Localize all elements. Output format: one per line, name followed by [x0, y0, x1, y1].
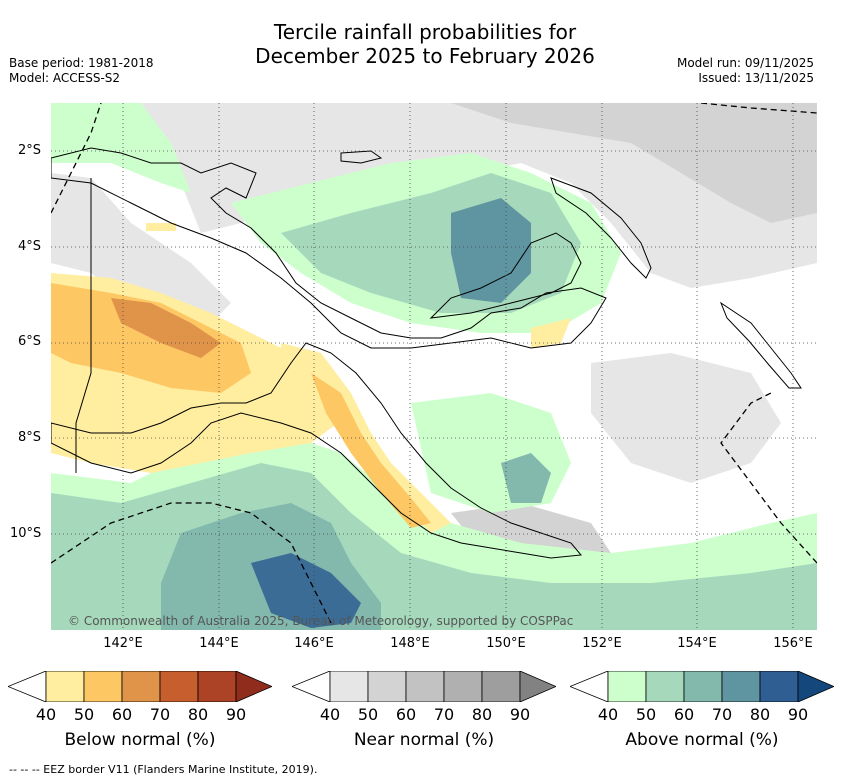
legend-above-swatch-2 [645, 670, 685, 703]
meta-left: Base period: 1981-2018 Model: ACCESS-S2 [9, 56, 154, 86]
lon-label-148e: 148°E [390, 636, 430, 651]
lon-label-144e: 144°E [199, 636, 239, 651]
legend-near-swatch-6 [519, 670, 558, 703]
base-period: Base period: 1981-2018 [9, 56, 154, 70]
legend-below-swatch-5 [197, 670, 237, 703]
legend-above-tick-40: 40 [597, 705, 619, 724]
legend-near-swatch-3 [405, 670, 445, 703]
legend-near-title: Near normal (%) [353, 730, 495, 750]
legend-near-swatch-2 [367, 670, 407, 703]
issued-date: Issued: 13/11/2025 [698, 71, 814, 85]
legend-near-swatch-1 [329, 670, 369, 703]
land-outline-new-ireland [550, 177, 652, 279]
near-normal-region-west [51, 173, 231, 333]
below-normal-region-coast-2 [311, 373, 431, 528]
legend-below-tick-70: 70 [149, 705, 171, 724]
land-outline-south-coast [51, 342, 582, 559]
legend-below-tick-80: 80 [187, 705, 209, 724]
above-normal-region-center-3 [451, 198, 531, 303]
legend-above-tick-90: 90 [787, 705, 809, 724]
legend-below-swatch-1 [45, 670, 85, 703]
probability-map [51, 103, 817, 630]
below-normal-region-east [531, 318, 571, 348]
eez-border-northeast [700, 103, 817, 114]
lat-label-2s: 2°S [18, 143, 42, 158]
legend-below-tick-50: 50 [73, 705, 95, 724]
legend-below-swatch-4 [159, 670, 199, 703]
lon-label-150e: 150°E [486, 636, 526, 651]
copyright-notice: © Commonwealth of Australia 2025, Bureau… [68, 614, 574, 628]
legend-near-swatch-4 [443, 670, 483, 703]
near-normal-region-east [591, 353, 781, 483]
legend-below-tick-40: 40 [35, 705, 57, 724]
legend-above-tick-50: 50 [635, 705, 657, 724]
legend-near-tick-80: 80 [471, 705, 493, 724]
legend-above-swatch-4 [721, 670, 761, 703]
land-outline-manus [340, 150, 383, 164]
map-title: Tercile rainfall probabilities for Decem… [0, 20, 850, 68]
border-line [75, 178, 92, 473]
legend-above-tick-70: 70 [711, 705, 733, 724]
legend-below-swatch-2 [83, 670, 123, 703]
above-normal-region-top-left [51, 103, 191, 193]
model-name: Model: ACCESS-S2 [9, 71, 121, 85]
legend-below-tick-60: 60 [111, 705, 133, 724]
below-normal-region-small [146, 223, 176, 231]
eez-border [51, 502, 332, 624]
model-run: Model run: 09/11/2025 [676, 56, 814, 70]
below-normal-region-west-3 [111, 298, 221, 358]
legend-below-normal [6, 670, 274, 703]
lon-label-142e: 142°E [103, 636, 143, 651]
title-line-2: December 2025 to February 2026 [255, 44, 595, 68]
legend-below-title: Below normal (%) [64, 730, 216, 750]
land-outline-solomon [719, 301, 802, 389]
land-outline-new-britain [429, 232, 582, 319]
legend-below-swatch-6 [235, 670, 274, 703]
legend-near-tick-70: 70 [433, 705, 455, 724]
legend-near-normal [290, 670, 558, 703]
lon-label-156e: 156°E [773, 636, 813, 651]
land-outline-new-guinea [51, 147, 607, 349]
legend-above-swatch-6 [797, 670, 836, 703]
lat-label-8s: 8°S [18, 430, 42, 445]
lon-label-146e: 146°E [294, 636, 334, 651]
legend-below-tick-90: 90 [225, 705, 247, 724]
lat-label-6s: 6°S [18, 334, 42, 349]
above-normal-region-mid-2 [501, 453, 551, 503]
lat-label-10s: 10°S [10, 526, 42, 541]
legend-near-swatch-5 [481, 670, 521, 703]
legend-above-swatch-5 [759, 670, 799, 703]
legend-above-tick-80: 80 [749, 705, 771, 724]
legend-above-swatch-1 [607, 670, 647, 703]
legend-above-swatch-3 [683, 670, 723, 703]
legend-below-swatch-3 [121, 670, 161, 703]
legend-near-tick-40: 40 [319, 705, 341, 724]
eez-border-east [720, 392, 817, 564]
above-normal-region-south-4 [251, 553, 361, 628]
eez-border-north [51, 103, 102, 214]
lon-label-152e: 152°E [582, 636, 622, 651]
legend-near-tick-90: 90 [509, 705, 531, 724]
legend-near-tick-50: 50 [357, 705, 379, 724]
meta-right: Model run: 09/11/2025 Issued: 13/11/2025 [677, 56, 814, 86]
lat-label-4s: 4°S [18, 239, 42, 254]
title-line-1: Tercile rainfall probabilities for [273, 20, 577, 44]
legend-near-tick-60: 60 [395, 705, 417, 724]
legend-above-title: Above normal (%) [625, 730, 779, 750]
eez-footnote: -- -- -- EEZ border V11 (Flanders Marine… [9, 763, 318, 776]
near-normal-region-northeast [451, 103, 817, 223]
legend-above-tick-60: 60 [673, 705, 695, 724]
lon-label-154e: 154°E [677, 636, 717, 651]
legend-above-normal [568, 670, 836, 703]
